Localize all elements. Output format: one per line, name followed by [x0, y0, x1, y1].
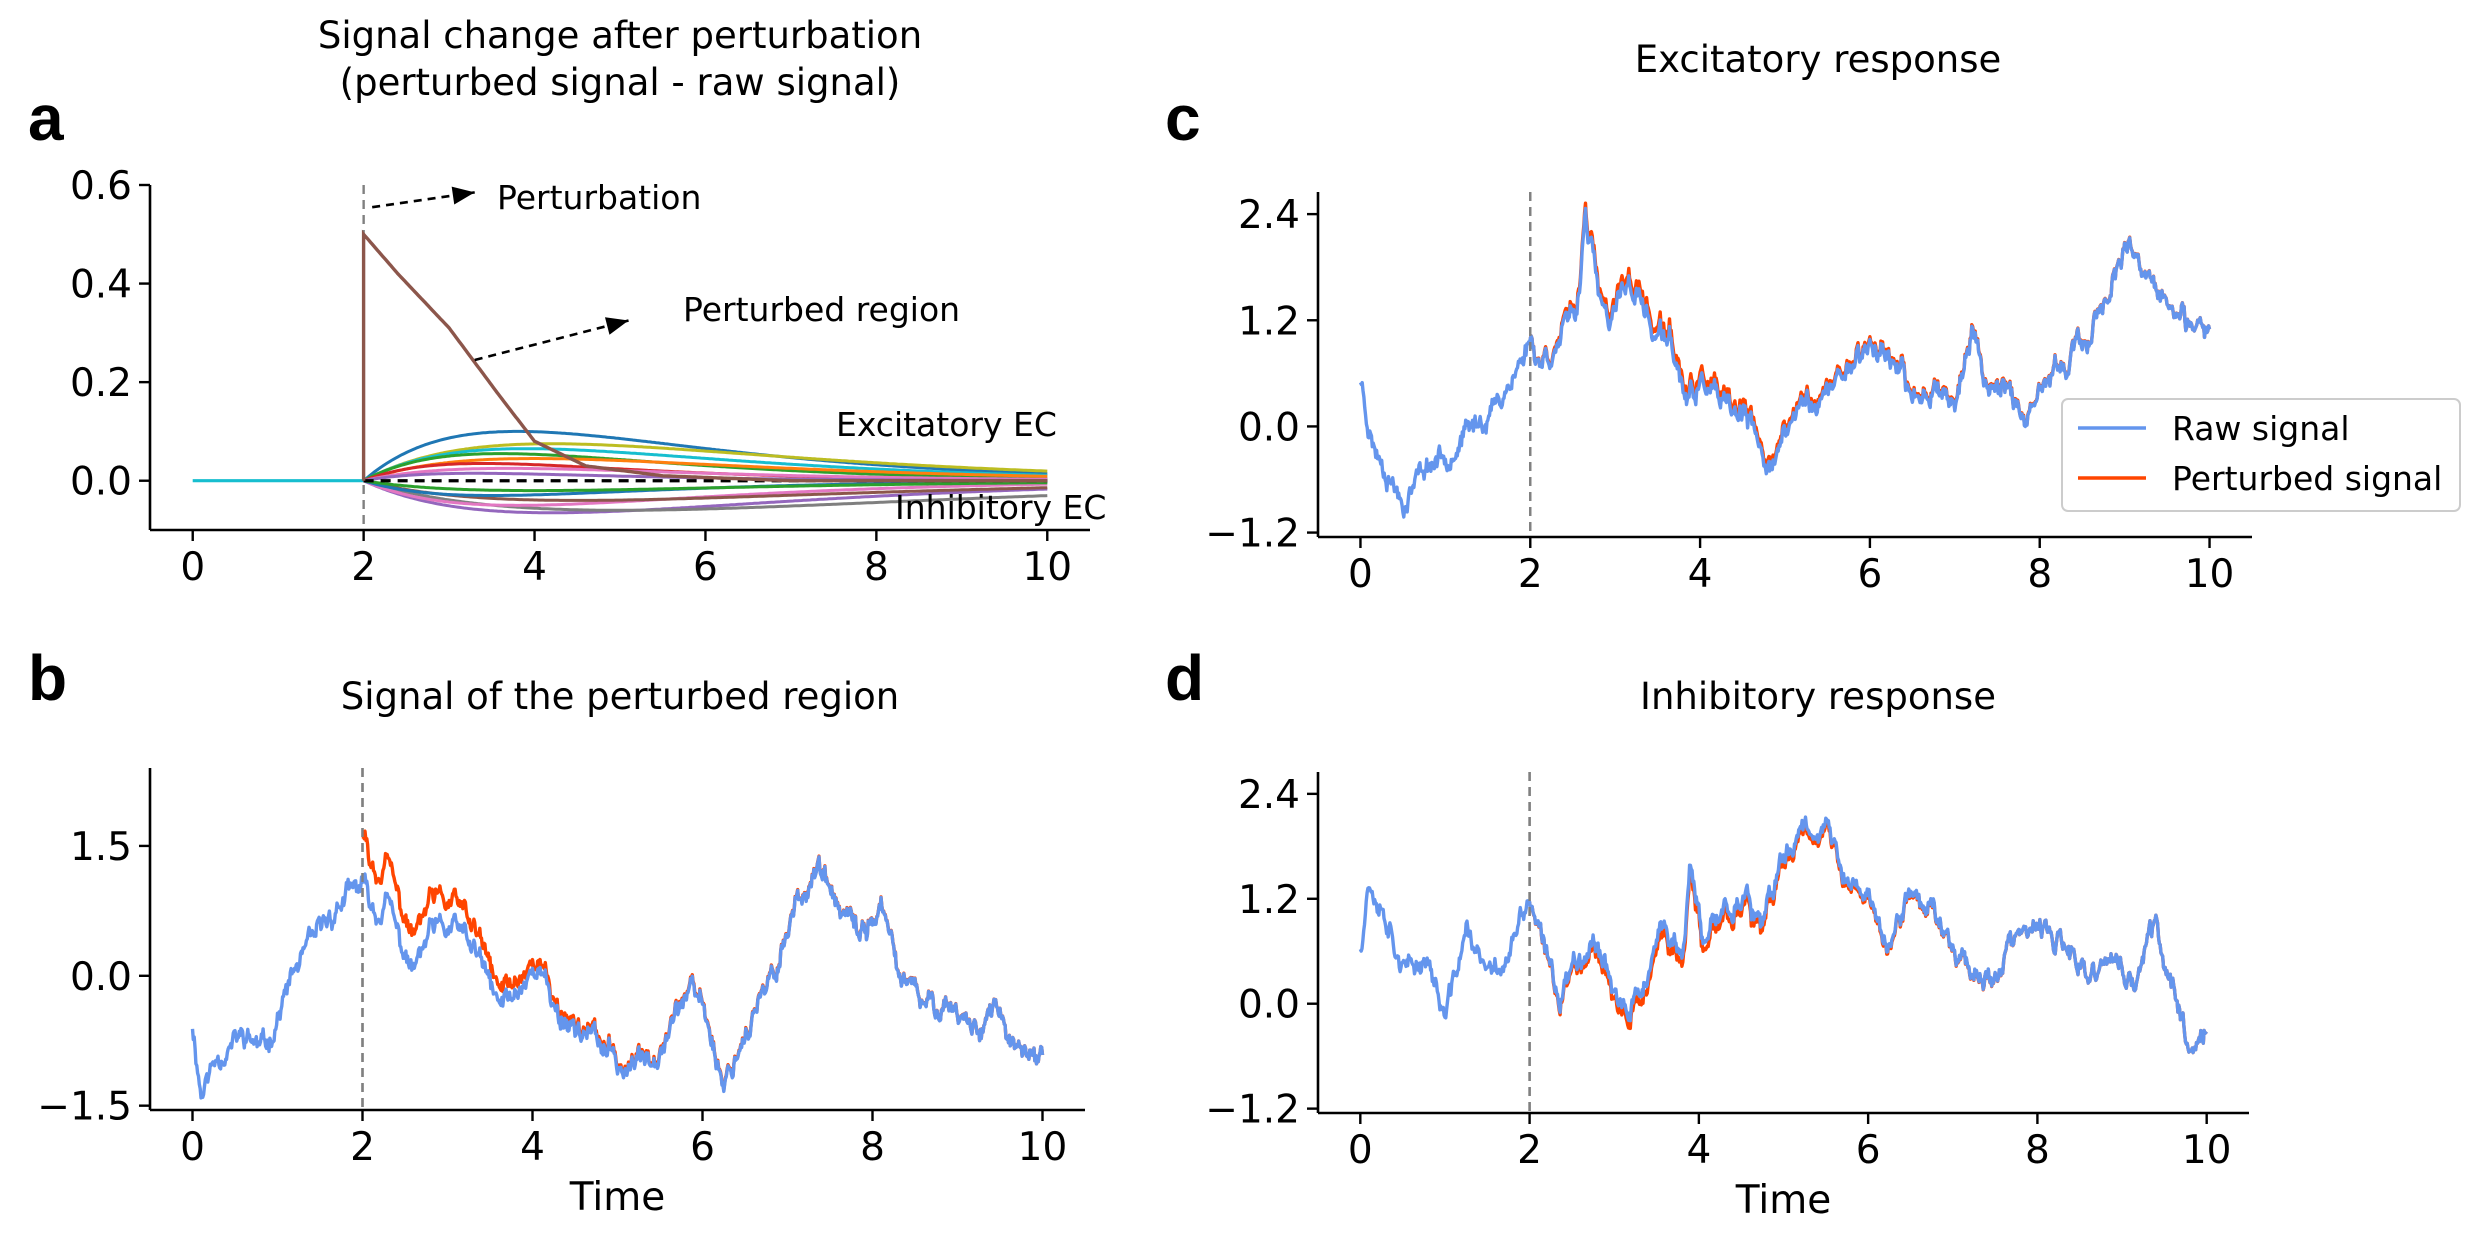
- x-tick-label: 0: [180, 545, 205, 590]
- x-tick-label: 4: [1686, 1128, 1711, 1173]
- y-tick-label: 1.2: [1238, 878, 1300, 923]
- y-tick-label: 0.2: [70, 361, 132, 406]
- legend-frame: [2061, 398, 2461, 512]
- legend-perturbed-label: Perturbed signal: [2172, 459, 2442, 498]
- y-tick-label: 0.4: [70, 263, 132, 308]
- perturbed-region-annotation: Perturbed region: [683, 290, 960, 329]
- x-tick-label: 2: [1517, 1128, 1542, 1173]
- perturbed-region-curve: [361, 229, 1048, 483]
- perturbed-signal-line: [361, 829, 1045, 1092]
- x-tick-label: 8: [860, 1125, 885, 1170]
- y-tick-label: −1.2: [1205, 512, 1300, 557]
- panel-title: Signal change after perturbation: [318, 14, 922, 57]
- excitatory-ec-curve: [362, 429, 1048, 482]
- x-axis-label: Time: [569, 1175, 665, 1220]
- y-tick-label: 0.0: [70, 460, 132, 505]
- excitatory-ec-curve: [362, 447, 1048, 483]
- y-tick-label: 1.5: [70, 825, 132, 870]
- y-tick-label: −1.5: [37, 1085, 132, 1130]
- x-tick-label: 2: [1518, 552, 1543, 597]
- inhibitory-ec-annotation: Inhibitory EC: [895, 488, 1106, 527]
- x-tick-label: 6: [690, 1125, 715, 1170]
- excitatory-ec-curve: [363, 466, 1048, 483]
- x-tick-label: 10: [2182, 1128, 2232, 1173]
- perturbed-region-arrow-head: [604, 317, 629, 335]
- excitatory-ec-curve: [363, 457, 1048, 483]
- panel-letter: a: [28, 82, 64, 154]
- x-axis-label: Time: [1735, 1178, 1831, 1223]
- perturbation-arrow-head: [451, 186, 475, 205]
- inhibitory-ec-curve: [362, 479, 1048, 515]
- legend: Raw signal Perturbed signal: [2061, 398, 2461, 512]
- panel-title: Inhibitory response: [1640, 675, 1996, 718]
- y-tick-label: 0.0: [70, 955, 132, 1000]
- x-tick-label: 10: [1018, 1125, 1068, 1170]
- x-tick-label: 10: [1022, 545, 1072, 590]
- x-tick-label: 8: [2025, 1128, 2050, 1173]
- x-tick-label: 4: [522, 545, 547, 590]
- y-tick-label: 0.0: [1238, 983, 1300, 1028]
- x-tick-label: 8: [864, 545, 889, 590]
- panel-c: c Excitatory response 0 2 4 6 8 10 −1.2 0.0 1.2 2.4…: [1165, 38, 2461, 597]
- y-tick-label: 2.4: [1238, 773, 1300, 818]
- x-tick-label: 0: [1348, 552, 1373, 597]
- excitatory-ec-curve: [362, 442, 1048, 483]
- panel-letter: b: [28, 642, 67, 714]
- raw-signal-line: [1358, 815, 2208, 1055]
- perturbed-region-arrow-shaft: [474, 319, 629, 362]
- x-tick-label: 6: [1856, 1128, 1881, 1173]
- panel-d: d Inhibitory response 0 2 4 6 8 10 −1.2 0.0 1.2 2.4…: [1165, 642, 2249, 1223]
- x-tick-label: 0: [180, 1125, 205, 1170]
- panel-title: (perturbed signal - raw signal): [340, 61, 901, 104]
- raw-signal-line: [1358, 206, 2212, 519]
- x-tick-label: 10: [2185, 552, 2235, 597]
- inhibitory-ec-curve: [363, 479, 1048, 493]
- panel-title: Excitatory response: [1635, 38, 2002, 81]
- panel-title: Signal of the perturbed region: [341, 675, 899, 718]
- panel-b: b Signal of the perturbed region 0 2 4 6 8 10 −1…: [28, 642, 1085, 1220]
- panel-letter: c: [1165, 82, 1201, 154]
- perturbation-annotation: Perturbation: [497, 178, 701, 217]
- y-tick-label: −1.2: [1205, 1088, 1300, 1133]
- inhibitory-ec-curve: [363, 479, 1048, 502]
- x-tick-label: 8: [2027, 552, 2052, 597]
- x-tick-label: 2: [350, 1125, 375, 1170]
- x-tick-label: 6: [1857, 552, 1882, 597]
- panel-letter: d: [1165, 642, 1204, 714]
- x-tick-label: 0: [1348, 1128, 1373, 1173]
- panel-a: a Signal change after perturbation(pertur…: [28, 14, 1106, 590]
- x-tick-label: 4: [520, 1125, 545, 1170]
- excitatory-ec-annotation: Excitatory EC: [836, 405, 1057, 444]
- legend-raw-label: Raw signal: [2172, 409, 2350, 448]
- raw-signal-line: [190, 855, 1045, 1100]
- y-tick-label: 0.0: [1238, 405, 1300, 450]
- y-tick-label: 1.2: [1238, 299, 1300, 344]
- x-tick-label: 4: [1688, 552, 1713, 597]
- y-tick-label: 2.4: [1238, 193, 1300, 238]
- y-tick-label: 0.6: [70, 164, 132, 209]
- x-tick-label: 2: [351, 545, 376, 590]
- x-tick-label: 6: [693, 545, 718, 590]
